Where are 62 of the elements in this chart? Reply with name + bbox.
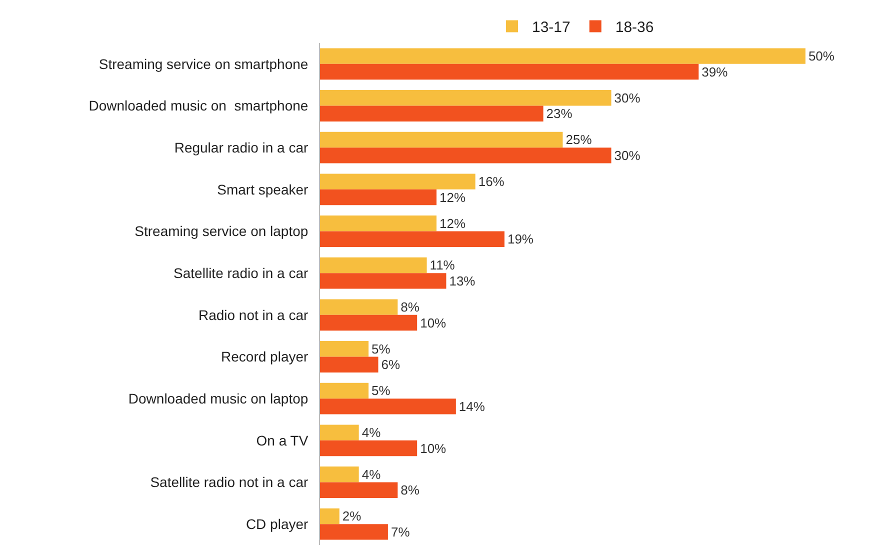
bar xyxy=(320,382,369,399)
y-tick-label: Streaming service on smartphone xyxy=(98,56,308,72)
data-label: 8% xyxy=(400,482,420,498)
y-tick-label: Streaming service on laptop xyxy=(134,223,308,240)
y-tick-label: CD player xyxy=(246,516,309,532)
data-label: 30% xyxy=(614,90,641,106)
bar xyxy=(320,148,612,164)
y-tick-label: Satellite radio not in a car xyxy=(150,474,309,490)
bar xyxy=(320,257,427,274)
data-label: 13% xyxy=(449,273,476,288)
data-label: 6% xyxy=(381,357,400,372)
data-label: 10% xyxy=(420,315,447,330)
data-label: 12% xyxy=(440,216,466,231)
data-label: 12% xyxy=(440,190,466,205)
y-tick-label: Satellite radio in a car xyxy=(174,264,309,281)
y-tick-label: Downloaded music on laptop xyxy=(128,390,308,406)
data-label: 25% xyxy=(566,132,592,148)
bar xyxy=(320,174,476,190)
bar xyxy=(320,216,437,232)
bar xyxy=(320,106,544,122)
y-tick-label: On a TV xyxy=(256,432,309,448)
data-label: 50% xyxy=(808,48,835,64)
bar xyxy=(320,64,699,80)
data-label: 23% xyxy=(546,106,573,122)
data-label: 7% xyxy=(390,524,410,540)
bar xyxy=(320,231,504,247)
bar xyxy=(320,273,446,289)
data-label: 5% xyxy=(372,383,391,398)
bar xyxy=(320,341,369,357)
data-label: 4% xyxy=(362,466,382,482)
bar xyxy=(320,524,388,540)
bar xyxy=(320,90,612,106)
bar xyxy=(320,482,398,498)
y-tick-label: Regular radio in a car xyxy=(174,139,309,156)
bar xyxy=(320,48,806,64)
y-tick-label: Radio not in a car xyxy=(198,306,309,323)
bar xyxy=(320,314,418,331)
data-label: 16% xyxy=(478,174,505,190)
bar xyxy=(320,398,456,414)
bar xyxy=(320,299,398,315)
bar xyxy=(320,508,340,524)
y-tick-label: Smart speaker xyxy=(217,181,309,198)
data-label: 5% xyxy=(372,341,391,356)
data-label: 10% xyxy=(420,440,447,456)
y-tick-label: Downloaded music on smartphone xyxy=(88,98,308,114)
data-label: 8% xyxy=(400,300,420,315)
bar xyxy=(320,132,563,148)
data-label: 2% xyxy=(342,508,362,524)
data-label: 11% xyxy=(430,258,456,273)
y-tick-label: Record player xyxy=(221,348,309,365)
bar xyxy=(320,424,359,440)
bar xyxy=(320,356,378,372)
data-label: 39% xyxy=(702,64,728,80)
legend-label: 13-17 xyxy=(532,19,570,36)
bar xyxy=(320,466,359,482)
data-label: 19% xyxy=(507,232,534,247)
bar xyxy=(320,189,437,206)
data-label: 14% xyxy=(458,398,486,414)
data-label: 30% xyxy=(614,148,641,163)
legend-label: 18-36 xyxy=(615,19,654,36)
data-label: 4% xyxy=(362,425,382,440)
bar xyxy=(320,440,418,456)
